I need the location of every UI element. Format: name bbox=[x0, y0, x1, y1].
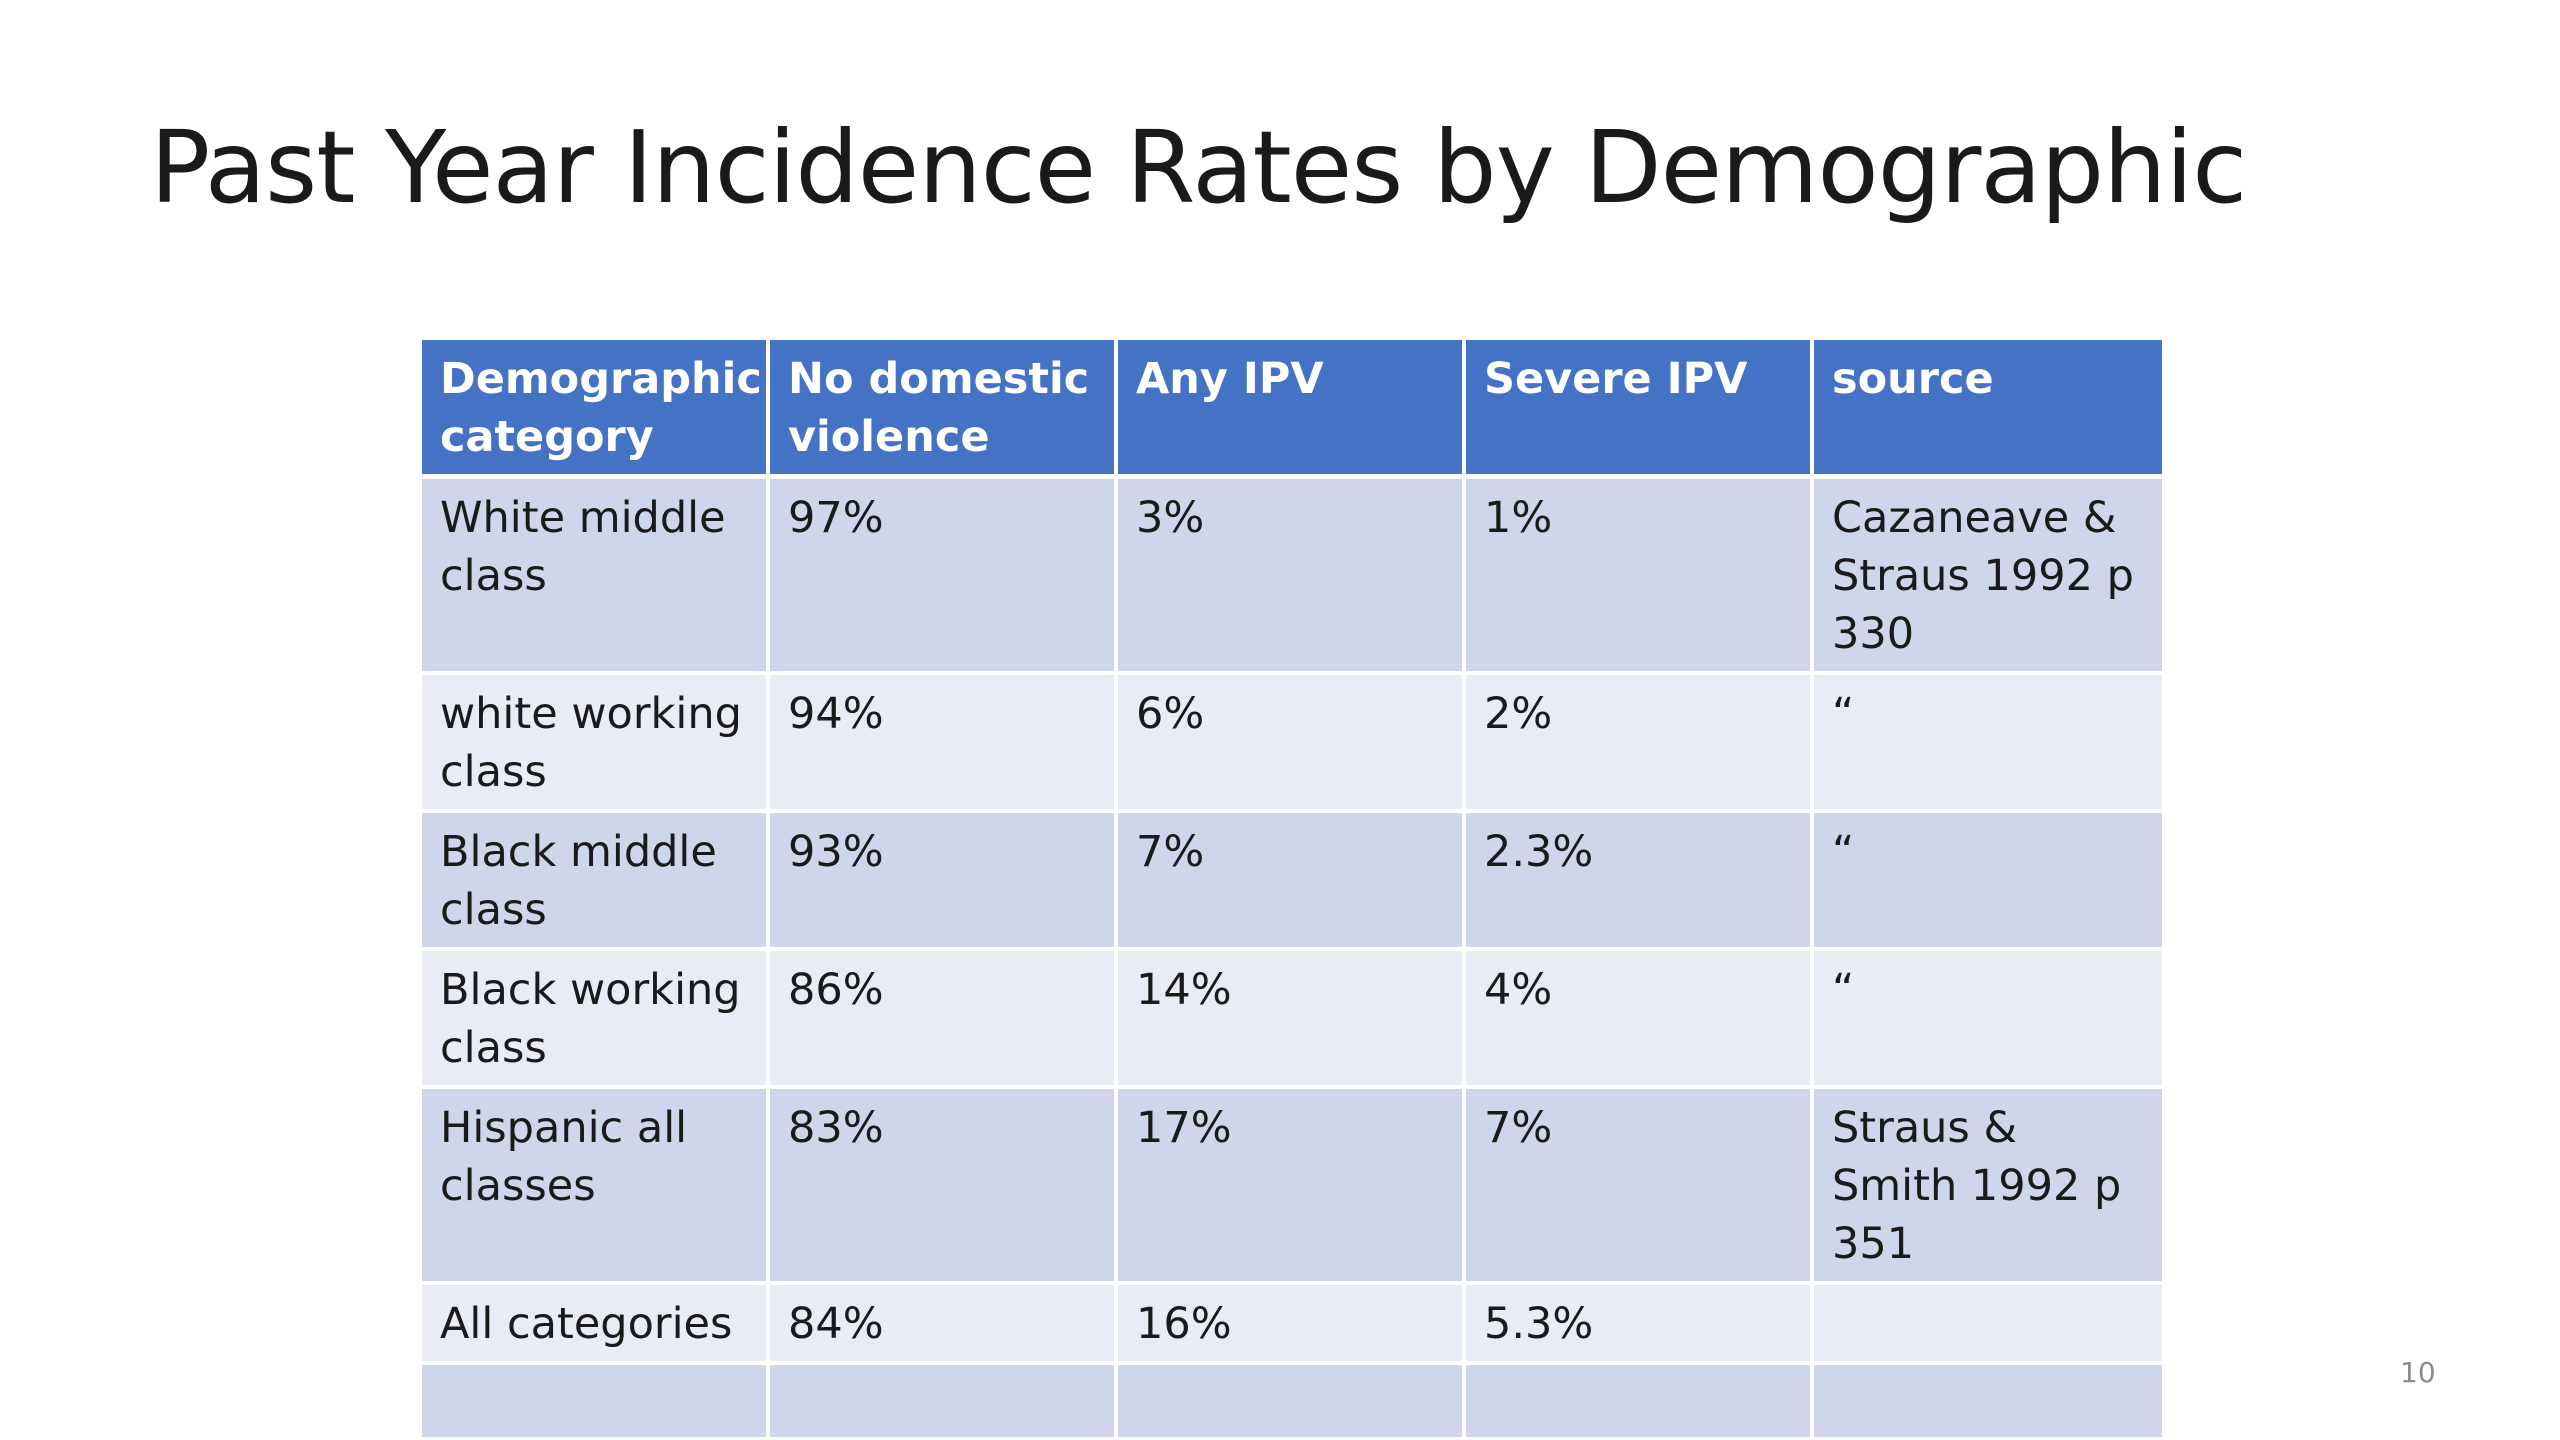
cell-source bbox=[1814, 1285, 2162, 1365]
cell-any-ipv: 7% bbox=[1118, 813, 1466, 951]
cell-no-domestic-violence: 97% bbox=[770, 479, 1118, 675]
table-row: All categories 84% 16% 5.3% bbox=[422, 1285, 2162, 1365]
page-number: 10 bbox=[2400, 1356, 2436, 1389]
cell-severe-ipv: 7% bbox=[1466, 1089, 1814, 1285]
cell-demographic: white working class bbox=[422, 675, 770, 813]
cell-source: “ bbox=[1814, 951, 2162, 1089]
cell-empty bbox=[1814, 1365, 2162, 1440]
cell-severe-ipv: 4% bbox=[1466, 951, 1814, 1089]
table-row: White middle class 97% 3% 1% Cazaneave &… bbox=[422, 479, 2162, 675]
column-header-severe-ipv: Severe IPV bbox=[1466, 340, 1814, 479]
cell-demographic: Black working class bbox=[422, 951, 770, 1089]
cell-demographic: All categories bbox=[422, 1285, 770, 1365]
cell-empty bbox=[770, 1365, 1118, 1440]
cell-severe-ipv: 5.3% bbox=[1466, 1285, 1814, 1365]
cell-source: “ bbox=[1814, 675, 2162, 813]
column-header-demographic: Demographic category bbox=[422, 340, 770, 479]
cell-no-domestic-violence: 86% bbox=[770, 951, 1118, 1089]
cell-empty bbox=[1118, 1365, 1466, 1440]
cell-any-ipv: 17% bbox=[1118, 1089, 1466, 1285]
column-header-source: source bbox=[1814, 340, 2162, 479]
slide-title: Past Year Incidence Rates by Demographic bbox=[150, 109, 2247, 226]
cell-severe-ipv: 2% bbox=[1466, 675, 1814, 813]
cell-no-domestic-violence: 93% bbox=[770, 813, 1118, 951]
incidence-rates-table: Demographic category No domestic violenc… bbox=[422, 340, 2162, 1440]
cell-demographic: Hispanic all classes bbox=[422, 1089, 770, 1285]
cell-severe-ipv: 1% bbox=[1466, 479, 1814, 675]
cell-source: Straus & Smith 1992 p 351 bbox=[1814, 1089, 2162, 1285]
cell-no-domestic-violence: 83% bbox=[770, 1089, 1118, 1285]
cell-source: Cazaneave & Straus 1992 p 330 bbox=[1814, 479, 2162, 675]
table-row: Hispanic all classes 83% 17% 7% Straus &… bbox=[422, 1089, 2162, 1285]
cell-empty bbox=[1466, 1365, 1814, 1440]
cell-demographic: Black middle class bbox=[422, 813, 770, 951]
table-row: Black working class 86% 14% 4% “ bbox=[422, 951, 2162, 1089]
table-header-row: Demographic category No domestic violenc… bbox=[422, 340, 2162, 479]
cell-no-domestic-violence: 84% bbox=[770, 1285, 1118, 1365]
cell-demographic: White middle class bbox=[422, 479, 770, 675]
cell-any-ipv: 14% bbox=[1118, 951, 1466, 1089]
cell-empty bbox=[422, 1365, 770, 1440]
cell-any-ipv: 6% bbox=[1118, 675, 1466, 813]
cell-any-ipv: 3% bbox=[1118, 479, 1466, 675]
column-header-any-ipv: Any IPV bbox=[1118, 340, 1466, 479]
table-row: white working class 94% 6% 2% “ bbox=[422, 675, 2162, 813]
cell-severe-ipv: 2.3% bbox=[1466, 813, 1814, 951]
column-header-no-domestic-violence: No domestic violence bbox=[770, 340, 1118, 479]
cell-any-ipv: 16% bbox=[1118, 1285, 1466, 1365]
table-row-empty bbox=[422, 1365, 2162, 1440]
cell-no-domestic-violence: 94% bbox=[770, 675, 1118, 813]
cell-source: “ bbox=[1814, 813, 2162, 951]
table-row: Black middle class 93% 7% 2.3% “ bbox=[422, 813, 2162, 951]
